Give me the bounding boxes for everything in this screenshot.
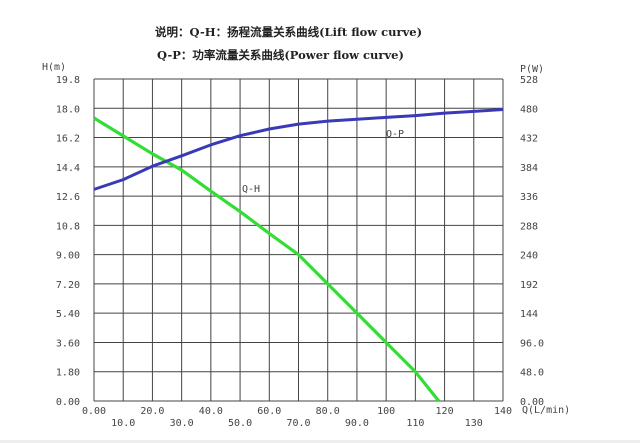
series-line-q-p bbox=[93, 107, 504, 191]
y-right-tick-label: 336 bbox=[520, 192, 538, 203]
x-tick-label: 70.0 bbox=[286, 418, 310, 429]
y-left-tick-label: 12.6 bbox=[56, 192, 80, 203]
x-tick-label: 90.0 bbox=[345, 418, 369, 429]
y-right-tick-label: 480 bbox=[520, 104, 538, 115]
x-axis-label: Q(L/min) bbox=[522, 405, 570, 416]
y-right-tick-label: 384 bbox=[520, 163, 538, 174]
y-left-tick-label: 1.80 bbox=[56, 368, 80, 379]
x-tick-label: 100 bbox=[377, 406, 395, 417]
series-label-q-p: Q-P bbox=[386, 129, 404, 140]
x-tick-label: 20.0 bbox=[140, 406, 164, 417]
y-left-tick-label: 5.40 bbox=[56, 309, 80, 320]
y-left-tick-label: 14.4 bbox=[56, 163, 80, 174]
x-tick-label: 30.0 bbox=[170, 418, 194, 429]
title-line-1: 说明：Q-H：扬程流量关系曲线(Lift flow curve) bbox=[155, 25, 422, 39]
y-right-tick-label: 432 bbox=[520, 134, 538, 145]
y-left-tick-label: 19.8 bbox=[56, 75, 80, 86]
y-right-tick-label: 48.0 bbox=[520, 368, 544, 379]
y-right-label: P(W) bbox=[520, 64, 544, 75]
x-tick-label: 10.0 bbox=[111, 418, 135, 429]
y-left-tick-label: 0.00 bbox=[56, 397, 80, 408]
y-right-tick-label: 192 bbox=[520, 280, 538, 291]
x-tick-label: 130 bbox=[465, 418, 483, 429]
y-right-tick-label: 288 bbox=[520, 221, 538, 232]
x-tick-label: 120 bbox=[436, 406, 454, 417]
x-tick-label: 140 bbox=[494, 406, 512, 417]
x-tick-label: 80.0 bbox=[316, 406, 340, 417]
y-left-tick-label: 9.00 bbox=[56, 251, 80, 262]
y-right-tick-label: 240 bbox=[520, 251, 538, 262]
y-right-tick-label: 144 bbox=[520, 309, 538, 320]
y-right-tick-label: 96.0 bbox=[520, 338, 544, 349]
y-right-tick-label: 0.00 bbox=[520, 397, 544, 408]
x-tick-label: 60.0 bbox=[257, 406, 281, 417]
y-left-tick-label: 3.60 bbox=[56, 338, 80, 349]
y-right-tick-label: 528 bbox=[520, 75, 538, 86]
x-tick-label: 0.00 bbox=[82, 406, 106, 417]
y-left-tick-label: 10.8 bbox=[56, 221, 80, 232]
x-tick-label: 110 bbox=[406, 418, 424, 429]
series-label-q-h: Q-H bbox=[242, 184, 260, 195]
y-left-tick-label: 7.20 bbox=[56, 280, 80, 291]
y-left-label: H(m) bbox=[42, 62, 66, 73]
title-line-2: Q-P：功率流量关系曲线(Power flow curve) bbox=[157, 48, 404, 62]
x-tick-label: 50.0 bbox=[228, 418, 252, 429]
series-line-q-h bbox=[93, 116, 440, 402]
y-left-tick-label: 18.0 bbox=[56, 104, 80, 115]
x-tick-label: 40.0 bbox=[199, 406, 223, 417]
y-left-tick-label: 16.2 bbox=[56, 134, 80, 145]
